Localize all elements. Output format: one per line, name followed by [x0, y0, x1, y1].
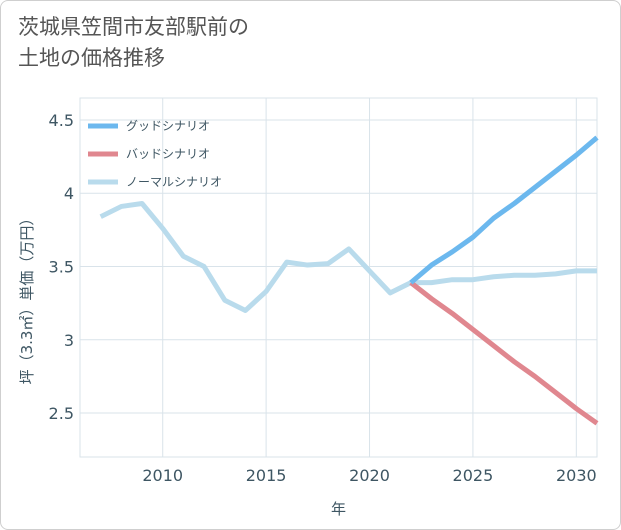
y-tick-label: 4 — [64, 184, 74, 203]
series-line-1 — [409, 280, 599, 426]
x-tick-label: 2010 — [142, 466, 183, 485]
y-tick-label: 2.5 — [49, 404, 74, 423]
series-line-0 — [409, 135, 599, 285]
chart-title-line-2: 土地の価格推移 — [18, 46, 165, 70]
x-tick-label: 2025 — [453, 466, 494, 485]
x-tick-label: 2030 — [556, 466, 597, 485]
y-tick-label: 3.5 — [49, 258, 74, 277]
series-line-2 — [99, 201, 597, 313]
x-tick-label: 2020 — [349, 466, 390, 485]
plot-area — [79, 97, 598, 458]
grid — [79, 97, 598, 458]
legend-label: グッドシナリオ — [126, 119, 210, 133]
y-tick-label: 4.5 — [49, 111, 74, 130]
y-tick-label: 3 — [64, 331, 74, 350]
y-axis-title: 坪（3.3㎡）単価（万円） — [18, 211, 36, 385]
x-tick-label: 2015 — [246, 466, 287, 485]
chart-title: 茨城県笠間市友部駅前の 土地の価格推移 — [18, 12, 249, 74]
axes: 2010 2015 2020 2025 2030 2.5 3 3.5 4 4.5 — [49, 111, 597, 485]
x-axis-title: 年 — [331, 500, 346, 518]
chart-title-line-1: 茨城県笠間市友部駅前の — [18, 15, 249, 39]
series-lines — [99, 135, 599, 426]
legend-label: ノーマルシナリオ — [126, 175, 222, 189]
legend-label: バッドシナリオ — [126, 147, 210, 161]
